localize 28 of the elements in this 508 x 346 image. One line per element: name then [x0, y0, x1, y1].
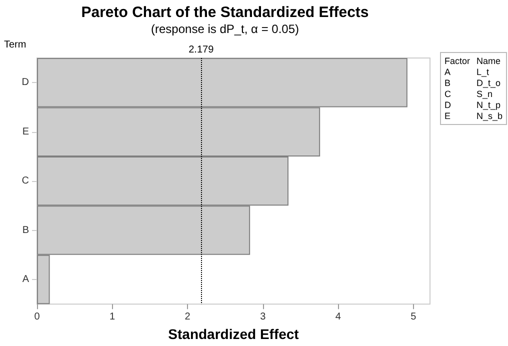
x-tick-label: 1 — [110, 312, 116, 323]
x-axis-title: Standardized Effect — [168, 326, 300, 342]
text: D_t_o — [476, 78, 501, 88]
x-tick-label: 2 — [184, 312, 191, 323]
text: L_t — [476, 67, 490, 77]
text: N_s_b — [476, 111, 503, 121]
x-tick-label: 4 — [335, 312, 342, 323]
y-tick-label: B — [22, 224, 30, 236]
y-tick-label: A — [22, 274, 30, 285]
text: Factor — [444, 56, 470, 66]
x-tick-label: 0 — [34, 312, 40, 323]
ref-line-label: 2.179 — [188, 44, 214, 56]
text: N_t_p — [476, 100, 501, 110]
chart-title: Pareto Chart of the Standardized Effects — [81, 4, 369, 21]
text: A — [444, 67, 451, 77]
x-tick-label: 3 — [260, 312, 266, 323]
text: B — [444, 78, 451, 88]
y-tick-label: E — [22, 126, 30, 138]
y-tick-label: D — [22, 77, 29, 88]
text: D — [444, 100, 452, 110]
chart-subtitle: (response is dP_t, α = 0.05) — [150, 22, 300, 36]
text: Name — [476, 56, 501, 66]
text: E — [444, 111, 451, 121]
y-axis-title: Term — [4, 40, 26, 50]
x-tick-label: 5 — [410, 312, 417, 323]
text: S_n — [476, 89, 493, 99]
y-tick-label: C — [22, 176, 29, 187]
text: C — [444, 89, 452, 99]
